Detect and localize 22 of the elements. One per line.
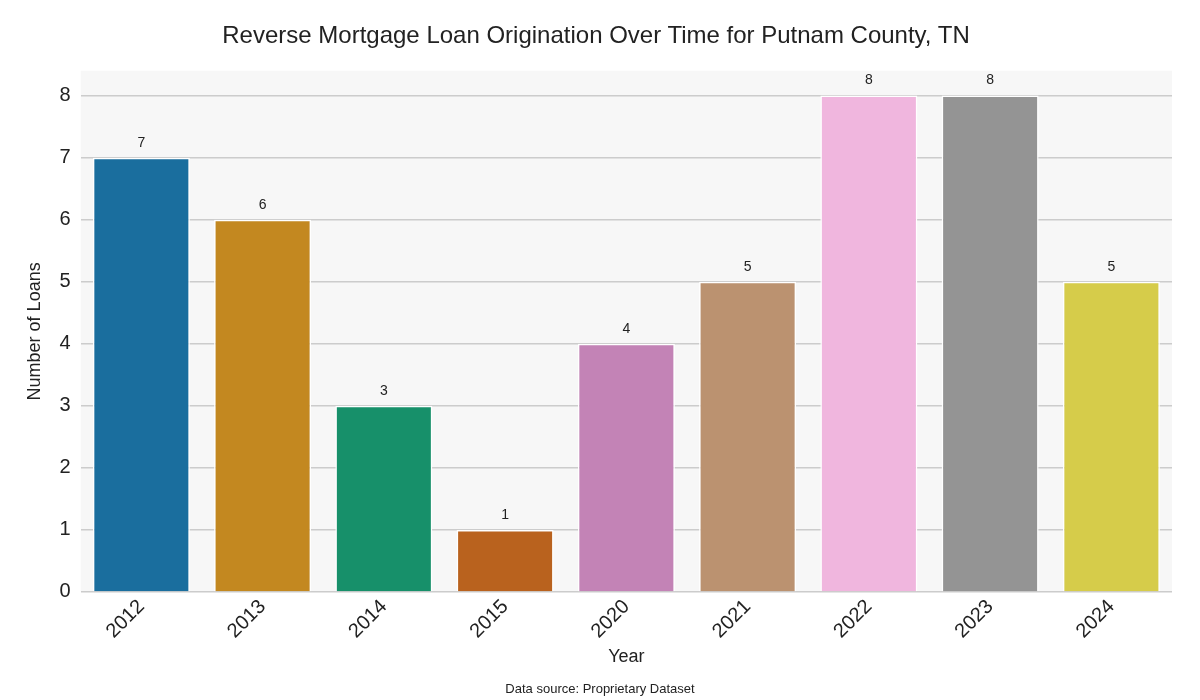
data-label: 6: [258, 195, 267, 212]
data-label: 7: [137, 133, 146, 150]
chart-title: Reverse Mortgage Loan Origination Over Time for Putnam County, TN: [222, 21, 970, 49]
data-label: 8: [864, 71, 873, 88]
source-note: Data source: Proprietary Dataset: [505, 681, 696, 697]
y-tick-label: 0: [59, 579, 71, 602]
x-axis-title: Year: [608, 646, 645, 667]
data-label: 5: [1107, 257, 1116, 274]
data-label: 4: [622, 319, 631, 336]
data-label: 8: [986, 71, 995, 88]
y-tick-label: 7: [59, 145, 71, 168]
y-tick-label: 2: [59, 455, 71, 478]
data-label: 1: [501, 505, 510, 522]
y-tick-label: 5: [59, 269, 71, 292]
y-axis-title: Number of Loans: [23, 262, 44, 401]
data-label: 3: [379, 381, 388, 398]
y-tick-label: 1: [59, 517, 71, 540]
y-tick-label: 6: [59, 207, 71, 230]
y-tick-label: 3: [59, 393, 71, 416]
data-label: 5: [743, 257, 752, 274]
y-tick-label: 8: [59, 83, 71, 106]
y-tick-label: 4: [59, 331, 71, 354]
